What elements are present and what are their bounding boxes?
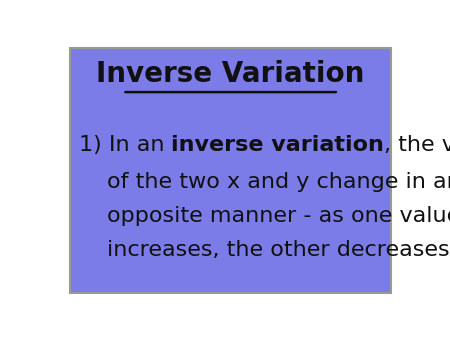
Text: increases, the other decreases.: increases, the other decreases.	[107, 240, 450, 260]
Text: opposite manner - as one value: opposite manner - as one value	[107, 206, 450, 226]
Text: inverse variation: inverse variation	[171, 135, 384, 155]
FancyBboxPatch shape	[70, 48, 391, 293]
Text: of the two x and y change in an: of the two x and y change in an	[107, 172, 450, 192]
Text: In an: In an	[109, 135, 171, 155]
Text: , the values: , the values	[384, 135, 450, 155]
Text: 1): 1)	[79, 135, 109, 155]
Text: Inverse Variation: Inverse Variation	[96, 61, 365, 89]
